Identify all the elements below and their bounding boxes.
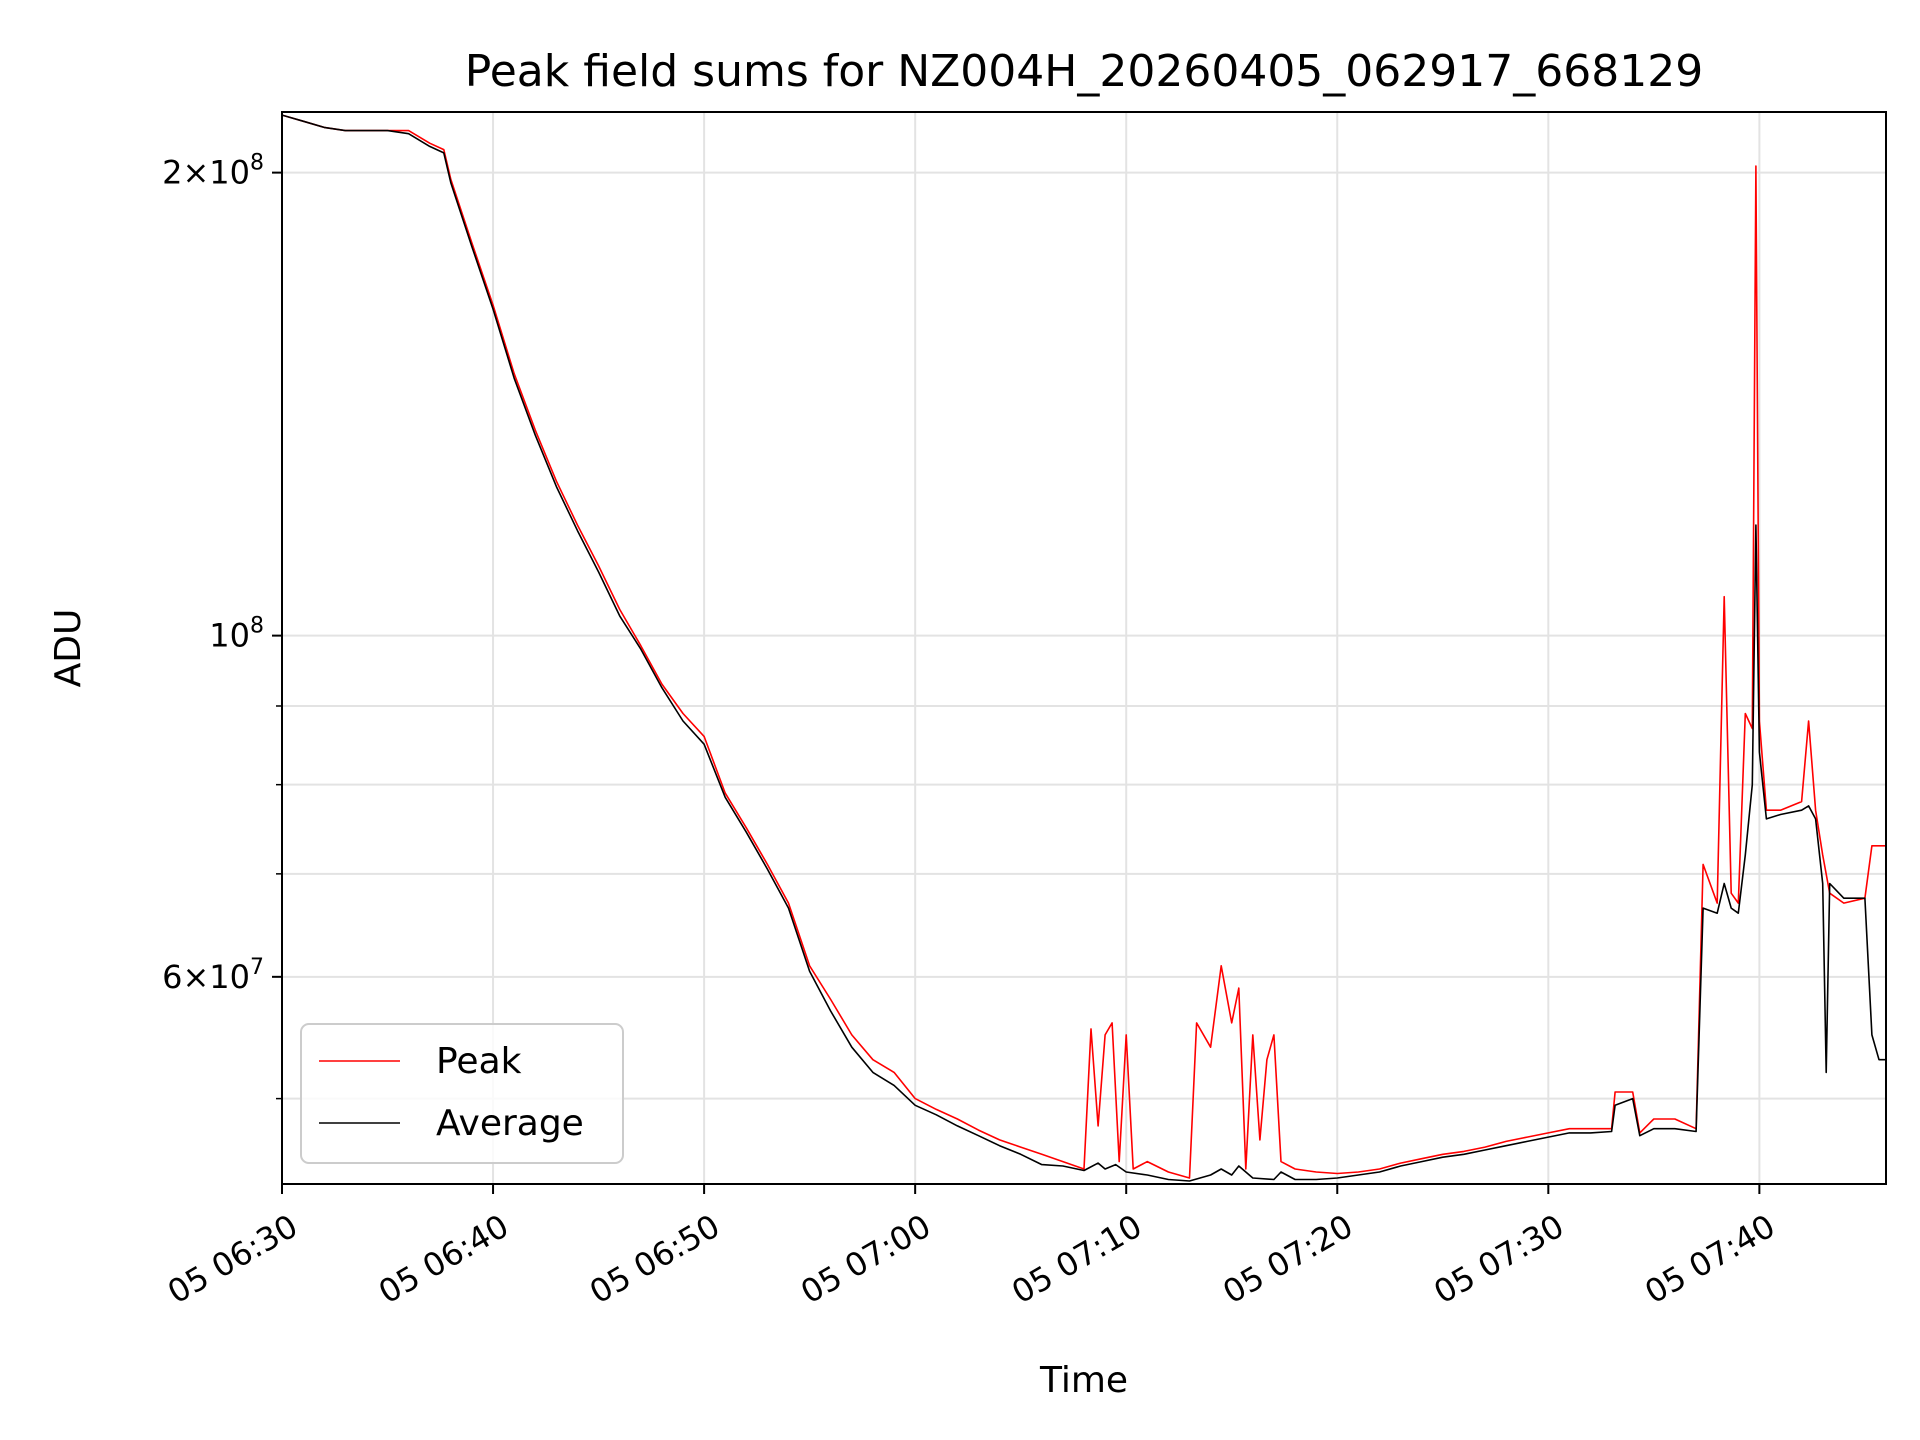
legend-label-peak: Peak	[436, 1041, 522, 1082]
y-tick-label: 2×108	[162, 151, 264, 192]
series-line-peak	[282, 114, 1886, 1179]
series-layer	[282, 114, 1886, 1182]
grid-layer	[281, 112, 1886, 1184]
chart-title: Peak field sums for NZ004H_20260405_0629…	[465, 46, 1703, 97]
series-line-average	[282, 114, 1886, 1182]
legend-label-average: Average	[436, 1103, 584, 1144]
y-tick-label: 6×107	[162, 955, 264, 996]
y-axis-label: ADU	[48, 609, 89, 688]
y-tick-label: 108	[209, 614, 264, 655]
legend: Peak Average	[300, 1023, 624, 1164]
x-axis-label: Time	[1039, 1360, 1128, 1401]
legend-box	[300, 1023, 624, 1164]
plot-frame	[281, 111, 1887, 1185]
